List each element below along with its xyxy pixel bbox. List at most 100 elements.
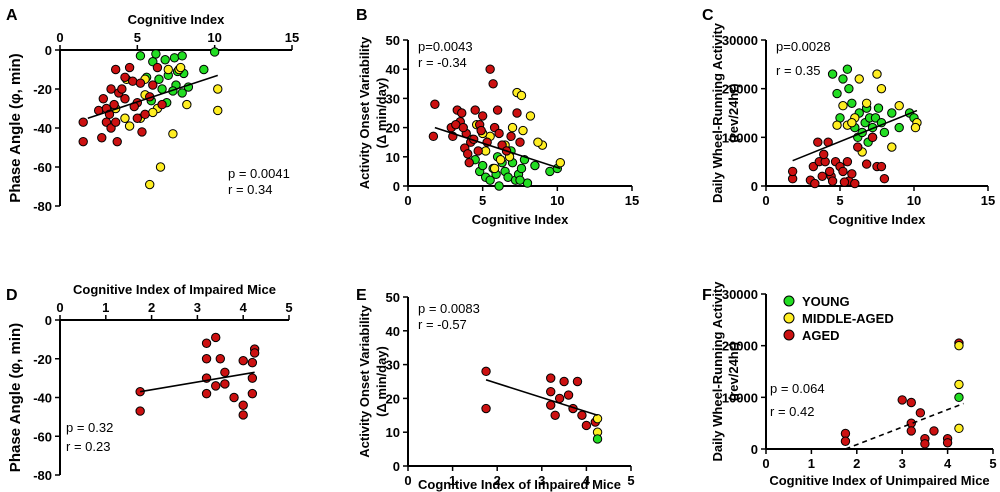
data-point-middle xyxy=(832,120,842,130)
data-point-young xyxy=(494,181,504,191)
data-point-young xyxy=(838,74,848,84)
data-point-aged xyxy=(247,357,258,368)
x-axis-title: Cognitive Index of Impaired Mice xyxy=(73,282,276,297)
data-point-aged xyxy=(512,108,522,118)
x-tick-label: 2 xyxy=(494,473,501,488)
x-tick-label: 15 xyxy=(625,193,639,208)
data-point-aged xyxy=(140,109,150,120)
data-point-middle xyxy=(120,113,130,123)
data-point-aged xyxy=(428,131,439,142)
panel-a: 0 5 10 15 0 -20 -40 -60 -80 A Cognitive Index Phase… xyxy=(6,7,299,214)
data-point-aged xyxy=(229,392,239,403)
data-point-aged xyxy=(220,367,230,378)
x-axis-title: Cognitive Index xyxy=(472,212,570,227)
x-tick-label: 1 xyxy=(808,456,815,471)
data-point-middle xyxy=(148,107,158,118)
y-tick-label: 20 xyxy=(386,391,400,406)
panel-b: 0 5 10 15 0 10 20 30 40 50 B Cognitive Index Activit… xyxy=(356,7,639,227)
data-point-aged xyxy=(148,80,158,90)
data-point-young xyxy=(177,51,187,61)
panel-label: C xyxy=(702,7,714,24)
data-point-middle xyxy=(910,122,921,133)
data-point-aged xyxy=(135,406,145,416)
data-point-aged xyxy=(827,176,838,186)
data-point-aged xyxy=(492,105,503,115)
data-point-aged xyxy=(152,62,163,73)
stat-annotation: p = 0.32 xyxy=(66,420,113,435)
data-point-young xyxy=(827,69,838,79)
data-point-aged xyxy=(867,132,878,143)
panel-label: A xyxy=(6,7,18,24)
panel-d: 0 1 2 3 4 5 0 -20 -40 -60 -80 D Cognitive Index of I… xyxy=(6,282,293,483)
data-point-aged xyxy=(477,111,488,121)
x-tick-label: 5 xyxy=(134,30,141,45)
data-point-middle xyxy=(861,98,872,108)
data-point-middle xyxy=(507,122,518,133)
data-point-young xyxy=(209,47,220,57)
data-point-aged xyxy=(559,376,569,387)
data-point-aged xyxy=(110,117,121,127)
data-point-aged xyxy=(876,161,887,172)
regression-line xyxy=(845,402,964,450)
data-point-aged xyxy=(249,348,260,358)
data-point-middle xyxy=(168,129,178,139)
data-point-aged xyxy=(546,386,556,397)
data-point-aged xyxy=(481,366,491,377)
stat-annotation: p = 0.0041 xyxy=(228,166,290,181)
x-tick-label: 4 xyxy=(944,456,952,471)
data-point-aged xyxy=(238,400,248,410)
legend-marker-middle-aged xyxy=(783,312,795,324)
x-tick-label: 10 xyxy=(907,193,921,208)
data-point-middle xyxy=(182,99,192,110)
panel-label: D xyxy=(6,287,18,304)
x-axis-title: Cognitive Index of Impaired Mice xyxy=(418,477,621,492)
data-point-aged xyxy=(464,157,474,168)
data-point-young xyxy=(887,108,897,118)
y-tick-label: 0 xyxy=(45,313,52,328)
data-point-aged xyxy=(78,136,88,147)
x-tick-label: 0 xyxy=(404,193,411,208)
x-tick-label: 5 xyxy=(989,456,996,471)
x-axis-title: Cognitive Index xyxy=(128,12,226,27)
legend-label-aged: AGED xyxy=(802,328,840,343)
data-point-aged xyxy=(238,410,248,420)
data-point-aged xyxy=(839,177,850,187)
data-point-young xyxy=(151,49,161,59)
data-point-aged xyxy=(109,99,119,110)
data-point-aged xyxy=(546,400,556,410)
data-point-middle xyxy=(495,155,506,165)
y-tick-label: 20000 xyxy=(722,82,758,97)
y-tick-label: -20 xyxy=(33,352,52,367)
data-point-middle xyxy=(894,101,904,111)
x-tick-label: 3 xyxy=(194,300,201,315)
data-point-aged xyxy=(117,84,127,94)
y-tick-label: 0 xyxy=(393,179,400,194)
data-point-middle xyxy=(124,121,135,131)
data-point-aged xyxy=(124,62,135,73)
data-point-middle xyxy=(555,157,566,168)
y-axis-title: Phase Angle (φ, min) xyxy=(7,53,24,202)
data-point-young xyxy=(870,113,881,123)
data-point-young xyxy=(160,55,170,65)
data-point-aged xyxy=(847,169,857,179)
data-point-aged xyxy=(481,403,491,414)
data-point-young xyxy=(199,64,209,75)
y-tick-label: 30 xyxy=(386,358,400,373)
stat-annotation: r = 0.35 xyxy=(776,63,820,78)
data-point-aged xyxy=(581,420,592,431)
data-point-aged xyxy=(120,94,130,104)
x-tick-label: 15 xyxy=(981,193,995,208)
data-point-middle xyxy=(213,105,223,116)
data-point-middle xyxy=(489,163,500,174)
y-tick-label: -80 xyxy=(33,468,52,483)
data-point-aged xyxy=(201,338,212,348)
data-point-young xyxy=(844,83,854,94)
legend-label-young: YOUNG xyxy=(802,294,850,309)
legend-label-middle-aged: MIDDLE-AGED xyxy=(802,311,894,326)
x-tick-label: 3 xyxy=(538,473,545,488)
data-point-aged xyxy=(906,426,916,436)
data-point-middle xyxy=(887,142,897,152)
stat-annotation: r = 0.34 xyxy=(228,182,272,197)
y-tick-label: -40 xyxy=(33,391,52,406)
data-point-young xyxy=(842,64,853,74)
